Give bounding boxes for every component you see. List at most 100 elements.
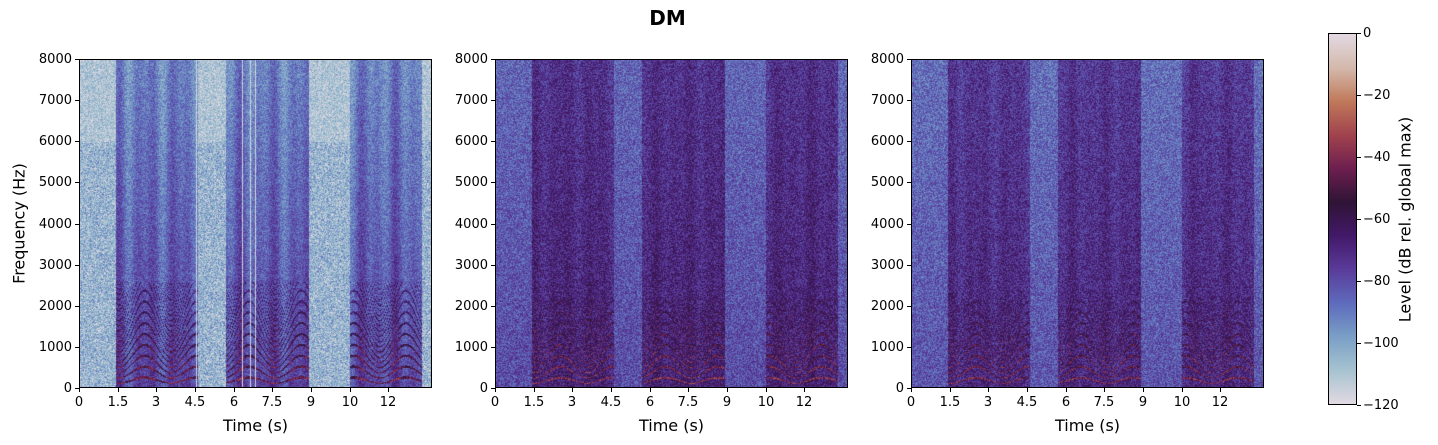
- colorbar-tick-mark: [1357, 33, 1361, 34]
- colorbar-tick-label: −120: [1363, 398, 1399, 413]
- y-tick-mark: [75, 347, 79, 348]
- y-tick-label: 8000: [870, 52, 904, 67]
- x-tick-mark: [350, 388, 351, 392]
- y-tick-label: 8000: [454, 52, 488, 67]
- x-tick-mark: [1182, 388, 1183, 392]
- x-tick-label: 10: [757, 395, 775, 410]
- y-tick-label: 7000: [38, 93, 72, 108]
- x-tick-label: 7.5: [677, 395, 699, 410]
- y-tick-mark: [907, 347, 911, 348]
- y-tick-label: 6000: [454, 134, 488, 149]
- y-tick-mark: [491, 265, 495, 266]
- spectrogram-image: [79, 59, 432, 388]
- x-tick-label: 12: [795, 395, 813, 410]
- y-tick-label: 7000: [870, 93, 904, 108]
- colorbar-tick-label: −40: [1363, 150, 1391, 165]
- y-tick-label: 4000: [38, 217, 72, 232]
- y-tick-label: 1000: [38, 340, 72, 355]
- x-tick-mark: [988, 388, 989, 392]
- x-tick-mark: [311, 388, 312, 392]
- x-tick-mark: [156, 388, 157, 392]
- y-tick-mark: [75, 100, 79, 101]
- y-tick-mark: [907, 141, 911, 142]
- y-tick-mark: [907, 265, 911, 266]
- x-tick-mark: [495, 388, 496, 392]
- y-tick-label: 6000: [38, 134, 72, 149]
- y-tick-mark: [907, 224, 911, 225]
- colorbar-tick-label: −80: [1363, 274, 1391, 289]
- colorbar: [1328, 33, 1357, 405]
- y-tick-label: 0: [479, 381, 488, 396]
- y-tick-mark: [75, 388, 79, 389]
- y-tick-mark: [491, 59, 495, 60]
- x-tick-label: 1.5: [523, 395, 545, 410]
- x-tick-label: 7.5: [261, 395, 283, 410]
- x-tick-label: 0: [490, 395, 500, 410]
- x-tick-label: 6: [645, 395, 655, 410]
- x-tick-mark: [1027, 388, 1028, 392]
- y-tick-label: 4000: [454, 217, 488, 232]
- x-tick-mark: [79, 388, 80, 392]
- y-tick-mark: [491, 224, 495, 225]
- y-tick-mark: [491, 100, 495, 101]
- y-tick-mark: [75, 141, 79, 142]
- x-tick-label: 3: [983, 395, 993, 410]
- x-tick-label: 1.5: [107, 395, 129, 410]
- x-tick-label: 3: [567, 395, 577, 410]
- y-tick-label: 0: [895, 381, 904, 396]
- x-tick-mark: [650, 388, 651, 392]
- x-axis-label: Time (s): [638, 416, 705, 435]
- x-tick-mark: [688, 388, 689, 392]
- x-tick-label: 4.5: [1016, 395, 1038, 410]
- y-tick-label: 6000: [870, 134, 904, 149]
- x-tick-label: 10: [341, 395, 359, 410]
- spectrogram-panel-3: [911, 59, 1264, 388]
- y-tick-mark: [907, 100, 911, 101]
- x-tick-label: 3: [151, 395, 161, 410]
- y-tick-label: 1000: [870, 340, 904, 355]
- x-tick-mark: [911, 388, 912, 392]
- y-tick-label: 5000: [38, 175, 72, 190]
- y-tick-label: 3000: [454, 258, 488, 273]
- x-tick-mark: [534, 388, 535, 392]
- y-tick-label: 8000: [38, 52, 72, 67]
- spectrogram-panel-1: [79, 59, 432, 388]
- y-tick-mark: [75, 265, 79, 266]
- y-tick-mark: [75, 224, 79, 225]
- y-tick-label: 4000: [870, 217, 904, 232]
- x-tick-mark: [234, 388, 235, 392]
- x-tick-label: 9: [306, 395, 316, 410]
- y-tick-label: 3000: [38, 258, 72, 273]
- colorbar-label: Level (dB rel. global max): [1395, 116, 1415, 323]
- y-tick-label: 5000: [870, 175, 904, 190]
- x-tick-label: 6: [229, 395, 239, 410]
- x-tick-label: 4.5: [600, 395, 622, 410]
- x-tick-label: 9: [1138, 395, 1148, 410]
- x-tick-mark: [1220, 388, 1221, 392]
- spectrogram-panel-2: [495, 59, 848, 388]
- y-tick-mark: [907, 306, 911, 307]
- x-tick-mark: [1066, 388, 1067, 392]
- x-tick-mark: [572, 388, 573, 392]
- colorbar-tick-mark: [1357, 219, 1361, 220]
- x-tick-mark: [950, 388, 951, 392]
- x-tick-mark: [766, 388, 767, 392]
- x-tick-label: 12: [1211, 395, 1229, 410]
- x-tick-mark: [804, 388, 805, 392]
- y-tick-mark: [907, 182, 911, 183]
- y-tick-label: 2000: [38, 299, 72, 314]
- spectrogram-image: [495, 59, 848, 388]
- y-tick-label: 3000: [870, 258, 904, 273]
- y-tick-label: 5000: [454, 175, 488, 190]
- y-tick-label: 2000: [454, 299, 488, 314]
- x-tick-label: 7.5: [1093, 395, 1115, 410]
- x-tick-label: 6: [1061, 395, 1071, 410]
- x-axis-label: Time (s): [1054, 416, 1121, 435]
- y-axis-label: Frequency (Hz): [9, 162, 29, 284]
- x-tick-mark: [195, 388, 196, 392]
- y-tick-mark: [491, 306, 495, 307]
- y-tick-mark: [491, 388, 495, 389]
- y-tick-mark: [491, 347, 495, 348]
- colorbar-tick-label: 0: [1363, 26, 1372, 41]
- colorbar-tick-label: −100: [1363, 336, 1399, 351]
